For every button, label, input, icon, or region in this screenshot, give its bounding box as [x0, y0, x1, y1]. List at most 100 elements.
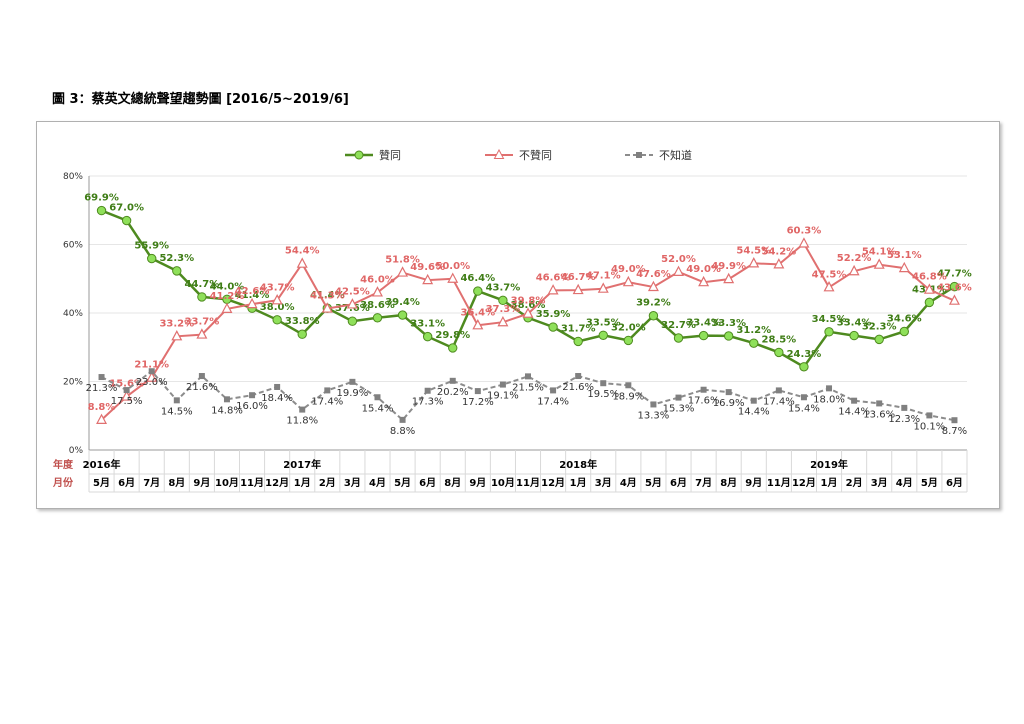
- data-label: 41.4%: [310, 290, 345, 301]
- month-row-header: 月份: [52, 476, 74, 489]
- data-point-unknown: [98, 374, 105, 381]
- data-label: 46.8%: [912, 272, 947, 283]
- data-point-disapprove: [497, 315, 509, 327]
- x-tick-label: 5月: [921, 477, 938, 489]
- data-point-unknown: [575, 373, 582, 380]
- data-point-approve: [422, 331, 433, 342]
- data-label: 52.3%: [159, 253, 194, 264]
- data-point-unknown: [399, 416, 406, 423]
- data-label: 54.2%: [762, 246, 797, 257]
- data-label: 46.7%: [561, 272, 596, 283]
- data-point-disapprove: [898, 261, 910, 273]
- data-label: 46.4%: [460, 273, 495, 284]
- data-label: 17.6%: [688, 396, 720, 407]
- data-label: 55.9%: [134, 241, 169, 252]
- data-point-unknown: [324, 387, 331, 394]
- data-label: 33.4%: [686, 318, 721, 329]
- data-label: 39.8%: [511, 296, 546, 307]
- data-label: 29.8%: [435, 330, 470, 341]
- year-row-header: 年度: [53, 458, 74, 471]
- x-tick-label: 2月: [319, 477, 336, 489]
- data-point-disapprove: [472, 319, 484, 330]
- data-point-disapprove: [196, 328, 208, 339]
- data-label: 67.0%: [109, 203, 144, 214]
- data-point-unknown: [600, 380, 607, 387]
- data-point-unknown: [274, 383, 281, 390]
- data-label: 51.8%: [385, 255, 420, 266]
- data-label: 38.6%: [511, 300, 546, 311]
- x-tick-label: 4月: [620, 477, 637, 489]
- data-point-unknown: [424, 387, 431, 394]
- data-point-disapprove: [647, 280, 659, 292]
- data-label: 42.6%: [235, 286, 270, 297]
- data-label: 19.5%: [587, 389, 619, 400]
- data-point-unknown: [675, 394, 682, 401]
- data-point-disapprove: [146, 371, 158, 382]
- x-tick-label: 11月: [767, 477, 791, 489]
- data-point-unknown: [775, 387, 782, 394]
- data-point-disapprove: [96, 413, 108, 424]
- data-label: 34.5%: [812, 314, 847, 325]
- data-point-disapprove: [572, 283, 584, 295]
- data-label: 38.6%: [360, 300, 395, 311]
- data-point-unknown: [650, 401, 657, 408]
- data-label: 17.4%: [763, 396, 795, 407]
- data-point-approve: [749, 338, 759, 348]
- data-label: 32.7%: [661, 320, 696, 331]
- x-tick-label: 7月: [695, 477, 712, 489]
- data-point-approve: [172, 266, 182, 276]
- data-point-unknown: [800, 394, 807, 401]
- data-point-approve: [874, 334, 884, 345]
- x-tick-label: 3月: [871, 477, 888, 489]
- data-point-unknown: [198, 373, 205, 380]
- data-label: 14.4%: [838, 407, 870, 418]
- x-tick-label: 3月: [344, 477, 361, 489]
- x-tick-label: 7月: [143, 477, 160, 489]
- x-tick-label: 2月: [846, 477, 863, 489]
- data-label: 52.2%: [837, 253, 872, 264]
- x-tick-label: 1月: [821, 477, 838, 489]
- data-point-approve: [598, 330, 608, 340]
- y-tick-label: 0%: [69, 446, 84, 456]
- data-label: 17.4%: [537, 396, 569, 407]
- data-label: 37.3%: [486, 304, 521, 315]
- chart-frame: 0% 20% 40% 60% 80% 年度 月份 5月 6月 7月 8月 9月 10月 11月 12月 1月 2…: [36, 121, 1000, 509]
- data-label: 13.6%: [863, 409, 895, 420]
- data-point-unknown: [750, 397, 757, 404]
- data-label: 33.2%: [159, 318, 194, 329]
- data-label: 20.2%: [437, 387, 469, 398]
- data-point-approve: [498, 295, 508, 306]
- data-point-approve: [272, 315, 282, 325]
- year-label: 2016年: [83, 458, 121, 471]
- data-point-approve: [548, 322, 558, 332]
- x-tick-label: 6月: [419, 477, 436, 489]
- data-point-disapprove: [923, 283, 935, 294]
- data-point-unknown: [851, 397, 858, 404]
- data-label: 10.1%: [913, 421, 945, 432]
- year-label: 2018年: [559, 458, 597, 471]
- data-label: 43.7%: [260, 282, 295, 293]
- data-point-approve: [147, 253, 157, 264]
- data-label: 19.9%: [337, 388, 369, 399]
- data-label: 8.8%: [390, 426, 415, 437]
- data-point-unknown: [725, 389, 732, 396]
- x-tick-label: 8月: [168, 477, 185, 489]
- data-point-disapprove: [723, 272, 735, 284]
- data-point-disapprove: [221, 302, 233, 313]
- data-label: 43.7%: [486, 282, 521, 293]
- data-label: 47.7%: [937, 269, 972, 280]
- legend-label: 不贊同: [519, 148, 552, 162]
- legend-marker: [493, 148, 505, 159]
- data-label: 54.5%: [736, 245, 771, 256]
- data-label: 23.0%: [136, 377, 168, 388]
- x-tick-label: 12月: [541, 477, 565, 489]
- data-point-approve: [347, 316, 358, 326]
- legend-marker: [636, 152, 642, 158]
- legend-marker: [354, 150, 364, 160]
- data-label: 38.0%: [260, 302, 295, 313]
- x-tick-label: 1月: [294, 477, 311, 489]
- data-point-disapprove: [346, 298, 358, 309]
- data-point-disapprove: [397, 266, 409, 277]
- y-tick-label: 60%: [63, 241, 83, 251]
- x-tick-label: 4月: [896, 477, 913, 489]
